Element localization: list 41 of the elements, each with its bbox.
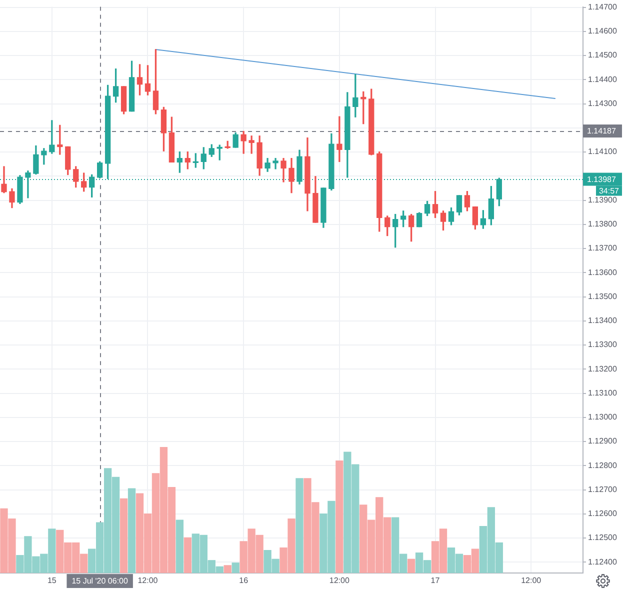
y-tick-label: 1.14100 <box>588 147 618 156</box>
ref-line-label: 15 Jul '20 06:00 <box>72 576 128 586</box>
y-tick-label: 1.14400 <box>588 74 618 84</box>
y-tick-label: 1.13300 <box>588 340 618 350</box>
y-tick-label: 1.13700 <box>588 244 618 253</box>
bar <box>184 537 192 573</box>
y-tick-label: 1.14700 <box>588 2 618 12</box>
bar <box>407 558 416 573</box>
x-tick-label: 12:00 <box>138 576 158 586</box>
x-tick-label: 12:00 <box>329 576 350 586</box>
bar <box>296 478 304 573</box>
y-tick-label: 1.12700 <box>588 484 618 494</box>
y-tick-label: 1.12800 <box>588 460 618 470</box>
x-tick-label: 16 <box>239 576 249 586</box>
x-tick-label: 12:00 <box>521 576 542 586</box>
y-tick-label: 1.12600 <box>588 509 618 518</box>
y-tick-label: 1.14600 <box>588 26 618 36</box>
y-tick-label: 1.12900 <box>588 436 618 446</box>
bar <box>176 520 184 573</box>
bar <box>128 488 136 573</box>
y-tick-label: 1.13800 <box>588 220 618 229</box>
x-tick-label: 17 <box>430 576 440 586</box>
y-tick-label: 1.13600 <box>588 268 618 277</box>
y-tick-label: 1.14300 <box>588 98 618 108</box>
x-tick-label: 15 <box>47 576 57 586</box>
ref-line-label: 1.13987 <box>587 174 616 184</box>
bar <box>224 565 232 573</box>
ref-line-label: 1.14187 <box>587 126 616 136</box>
y-tick-label: 1.13000 <box>588 412 618 422</box>
bar <box>120 498 128 573</box>
y-tick-label: 1.12500 <box>588 533 618 542</box>
y-tick-label: 1.13400 <box>588 316 618 326</box>
y-tick-label: 1.13200 <box>588 364 618 374</box>
y-tick-label: 1.14500 <box>588 50 618 60</box>
bar <box>232 562 240 573</box>
y-tick-label: 1.13500 <box>588 292 618 301</box>
y-tick-label: 1.13100 <box>588 388 618 398</box>
bar <box>336 460 344 573</box>
y-tick-label: 1.12400 <box>588 557 618 566</box>
text: 34:57 <box>598 186 620 196</box>
y-tick-label: 1.13900 <box>588 195 618 204</box>
